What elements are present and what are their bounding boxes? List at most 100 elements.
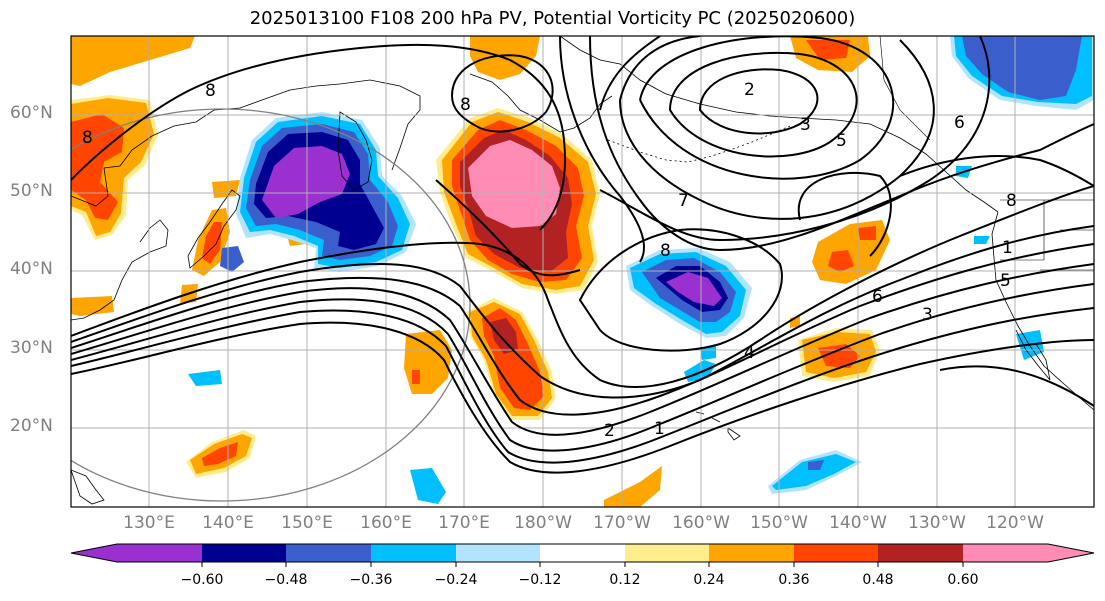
map-plot-area: 8 8 8 2 3 5 6 7 8 8 1 6 5 3 4 2 1 (71, 36, 1094, 507)
colorbar-tick-label: 0.24 (693, 572, 725, 588)
anomaly-blob (436, 108, 600, 294)
contour-label: 3 (922, 305, 933, 325)
colorbar-extend-right (1048, 544, 1094, 562)
coastline-alaska (559, 36, 999, 213)
contour-line (71, 307, 1094, 464)
anomaly-blob (410, 468, 446, 504)
contour-label: 7 (678, 191, 689, 211)
contour-label: 6 (872, 287, 883, 307)
colorbar-tick-label: 0.12 (609, 572, 641, 588)
colorbar-tick-label: 0.60 (947, 572, 979, 588)
lon-label: 160°E (360, 513, 412, 533)
colorbar-swatch (963, 544, 1048, 562)
lat-label: 60°N (10, 103, 53, 123)
contour-label: 6 (954, 113, 965, 133)
colorbar-tick-label: 0.36 (778, 572, 810, 588)
contour-line (71, 321, 1094, 474)
colorbar-tick-label: −0.24 (434, 572, 478, 588)
colorbar-swatch (117, 544, 202, 562)
contour-line (619, 36, 935, 220)
anomaly-blob (71, 36, 195, 86)
coastline-hawaii (695, 411, 741, 441)
coastline-korea-china (71, 219, 169, 321)
contour-label: 4 (744, 343, 755, 363)
colorbar-swatch (456, 544, 540, 562)
lon-label: 130°W (908, 513, 966, 533)
contour-line (450, 54, 554, 133)
colorbar-swatch (794, 544, 878, 562)
coastline-layer (71, 36, 1094, 505)
lon-label: 160°W (672, 513, 730, 533)
contour-label: 1 (654, 419, 665, 439)
contour-label: 8 (660, 241, 671, 261)
colorbar-swatch (878, 544, 963, 562)
lon-label: 140°E (202, 513, 254, 533)
anomaly-blob (812, 220, 890, 284)
lat-label: 50°N (10, 181, 53, 201)
colorbar (70, 543, 1095, 567)
coastline-bering (469, 73, 613, 133)
anomaly-blob (974, 236, 990, 244)
contour-label: 8 (82, 128, 93, 148)
coastline-kamchatka (337, 111, 373, 191)
coastline-baja (1015, 329, 1051, 381)
contour-line (668, 51, 858, 158)
anomaly-blob (212, 180, 240, 198)
colorbar-swatch (709, 544, 794, 562)
contour-line (939, 365, 1094, 407)
colorbar-tick-label: −0.12 (518, 572, 562, 588)
contour-line (71, 43, 566, 231)
contour-label: 8 (1006, 191, 1017, 211)
anomaly-blob (220, 112, 416, 272)
lon-label: 120°W (986, 513, 1044, 533)
lon-label: 180°W (514, 513, 572, 533)
contour-line (589, 36, 1094, 252)
anomaly-blob (188, 370, 222, 386)
coastline-asia (71, 79, 421, 207)
contour-line (698, 68, 819, 135)
contour-line (797, 172, 892, 257)
contour-line (71, 225, 1094, 399)
contour-label: 5 (1000, 271, 1011, 291)
contour-labels: 8 8 8 2 3 5 6 7 8 8 1 6 5 3 4 2 1 (82, 80, 1017, 441)
colorbar-swatch (625, 544, 709, 562)
anomaly-blob (466, 298, 556, 420)
chart-title: 2025013100 F108 200 hPa PV, Potential Vo… (249, 8, 856, 29)
map-frame (70, 35, 1095, 508)
positive-anomaly-layer (71, 36, 890, 507)
contour-layer (71, 36, 1094, 474)
colorbar-swatch (371, 544, 456, 562)
colorbar-ticks (201, 562, 964, 567)
border-us-states (1000, 200, 1094, 271)
lon-label: 150°W (750, 513, 808, 533)
lat-label: 40°N (10, 259, 53, 279)
contour-label: 8 (460, 95, 471, 115)
coastline-north-america (991, 211, 1094, 411)
lat-label: 30°N (10, 338, 53, 358)
colorbar-swatch (540, 544, 625, 562)
anomaly-blob (404, 330, 452, 394)
contour-line (71, 263, 1094, 436)
lon-label: 170°E (438, 513, 490, 533)
contour-line (435, 179, 581, 277)
contour-label: 5 (836, 131, 847, 151)
lon-label: 150°E (281, 513, 333, 533)
colorbar-tick-label: −0.48 (264, 572, 308, 588)
colorbar-extend-left (71, 544, 117, 562)
contour-label: 2 (744, 80, 755, 100)
contour-label: 8 (205, 81, 216, 101)
contour-line (71, 243, 1094, 416)
contour-line (71, 283, 1094, 452)
lat-label: 20°N (10, 416, 53, 436)
anomaly-blob (768, 450, 862, 494)
colorbar-tick-label: −0.36 (349, 572, 393, 588)
contour-label: 1 (1002, 238, 1013, 258)
colorbar-swatch (202, 544, 286, 562)
range-circle (71, 108, 471, 502)
contour-line (639, 36, 895, 180)
colorbar-tick-label: 0.48 (862, 572, 894, 588)
contour-line (578, 228, 783, 352)
contour-label: 2 (604, 421, 615, 441)
colorbar-outline (70, 543, 1095, 563)
